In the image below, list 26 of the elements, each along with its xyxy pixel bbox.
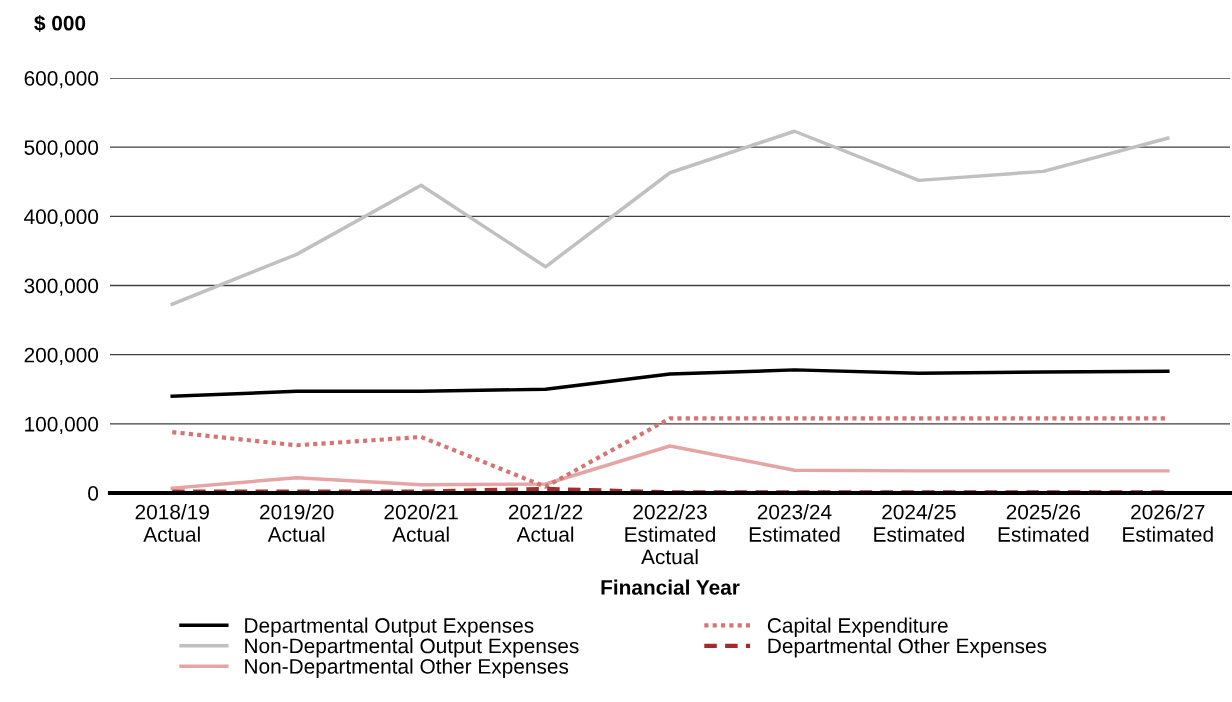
legend-label: Non-Departmental Output Expenses [245, 638, 579, 658]
y-tick-label: 500,000 [24, 140, 99, 158]
legend-label: Capital Expenditure [767, 617, 948, 637]
x-tick-label: 2025/26 Estimated [998, 504, 1089, 542]
y-tick-label: 200,000 [24, 347, 99, 365]
legend-label: Departmental Output Expenses [245, 617, 534, 637]
legend-label: Non-Departmental Other Expenses [245, 658, 569, 678]
x-tick-label: 2023/24 Estimated [749, 504, 840, 542]
y-tick-label: 300,000 [24, 278, 99, 296]
x-tick-label: 2019/20 Actual [260, 504, 334, 542]
x-axis-title: Financial Year [601, 579, 740, 595]
y-tick-label: 0 [88, 486, 99, 501]
legend-label: Departmental Other Expenses [768, 638, 1047, 658]
x-tick-label: 2020/21 Actual [384, 504, 458, 542]
x-tick-label: 2022/23 Estimated Actual [625, 504, 715, 565]
x-tick-label: 2026/27 Estimated [1123, 504, 1213, 542]
y-axis-title: $ 000 [34, 14, 86, 32]
y-tick-label: 600,000 [24, 71, 99, 89]
x-tick-label: 2021/22 Actual [508, 504, 583, 542]
line-series [170, 368, 1170, 398]
x-tick-label: 2018/19 Actual [135, 504, 209, 542]
y-tick-label: 400,000 [24, 209, 99, 227]
line-series [170, 129, 1170, 306]
x-tick-label: 2024/25 Estimated [874, 504, 964, 542]
line-series [170, 444, 1170, 490]
y-tick-label: 100,000 [25, 416, 99, 435]
